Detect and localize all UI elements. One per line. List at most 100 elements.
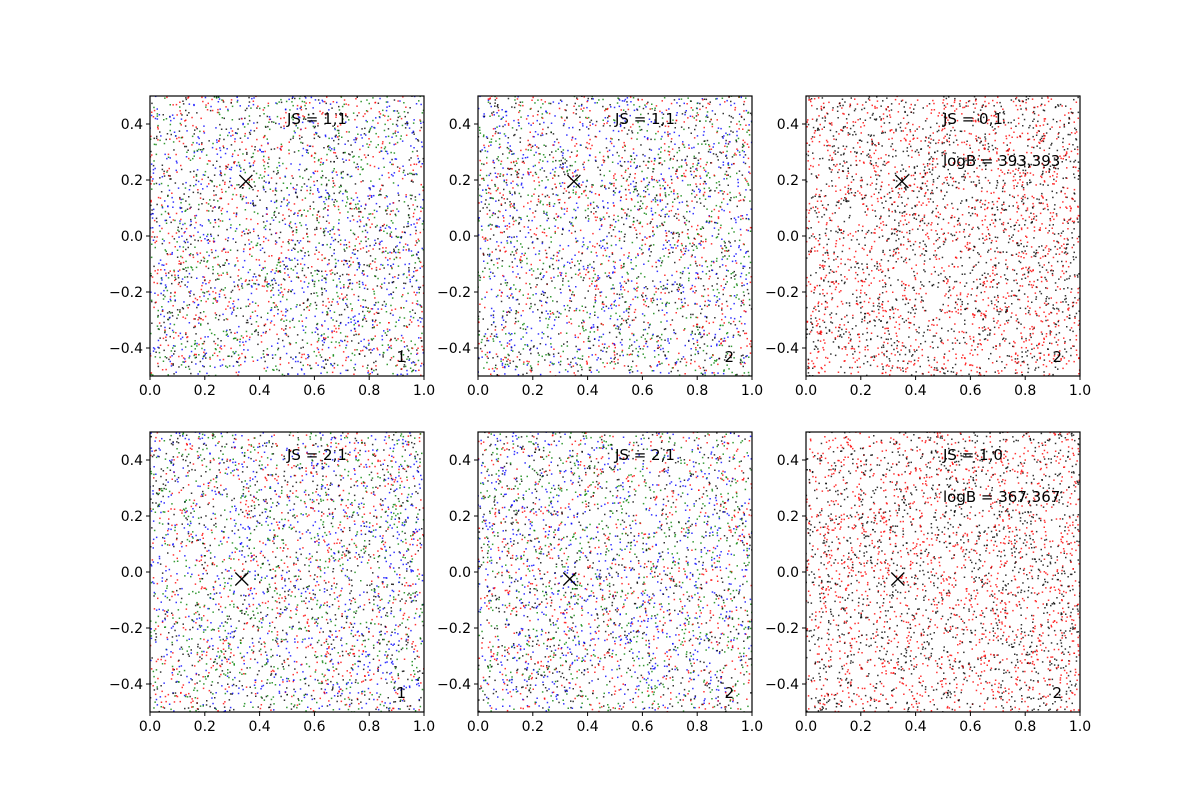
scatter-point [373,348,375,350]
scatter-point [418,291,420,294]
scatter-point [340,185,342,188]
scatter-point [366,347,368,350]
scatter-point [263,180,265,182]
scatter-point [340,96,343,98]
scatter-point [222,179,224,182]
scatter-point [266,353,268,356]
scatter-point [390,293,393,296]
scatter-point [487,184,489,187]
scatter-point [654,121,656,123]
scatter-point [151,276,154,278]
scatter-point [241,287,244,289]
scatter-point [421,112,424,114]
scatter-point [394,130,397,132]
scatter-point [213,237,215,240]
scatter-point [659,200,662,203]
scatter-point [336,284,338,286]
scatter-point [337,125,339,128]
scatter-point [299,209,302,212]
scatter-point [322,231,325,233]
scatter-point [320,157,323,160]
scatter-point [389,257,391,260]
scatter-point [706,208,708,210]
scatter-point [530,339,533,342]
scatter-point [292,186,294,189]
scatter-point [511,333,513,335]
scatter-point [349,203,351,205]
scatter-point [673,232,675,235]
scatter-point [355,98,357,100]
scatter-point [657,288,660,290]
scatter-point [152,208,155,211]
scatter-point [709,177,711,179]
scatter-point [203,365,205,368]
scatter-point [272,357,274,359]
scatter-point [388,105,391,107]
scatter-point [598,193,600,196]
scatter-point [315,362,317,364]
scatter-point [578,196,581,198]
scatter-point [539,202,541,204]
scatter-point [169,129,171,132]
scatter-point [604,117,607,119]
scatter-point [562,124,565,127]
scatter-point [513,246,516,248]
scatter-point [560,116,563,118]
scatter-point [164,295,166,298]
scatter-point [189,224,191,227]
scatter-point [250,107,252,109]
scatter-point [301,136,303,138]
scatter-point [396,119,399,122]
scatter-point [151,243,153,245]
scatter-point [377,277,379,280]
scatter-point [372,324,374,326]
scatter-point [715,301,718,303]
scatter-point [552,300,554,302]
scatter-point [421,163,423,165]
scatter-point [279,356,282,359]
scatter-point [373,209,376,212]
scatter-point [310,272,312,274]
scatter-point [406,369,408,372]
scatter-point [296,104,299,107]
scatter-point [198,322,200,324]
scatter-point [292,177,294,179]
scatter-point [386,195,388,198]
scatter-point [618,105,621,108]
x-tick-label: 0.6 [303,383,325,399]
scatter-point [200,240,203,242]
scatter-point [317,99,320,101]
scatter-point [368,144,371,146]
scatter-point [722,161,725,163]
scatter-point [155,143,157,146]
scatter-point [494,185,497,187]
scatter-point [422,157,424,160]
scatter-point [216,278,219,280]
scatter-point [379,322,381,324]
scatter-point [209,358,211,360]
scatter-point [398,200,400,202]
scatter-point [354,141,357,144]
scatter-point [379,226,382,229]
scatter-point [542,103,544,105]
scatter-point [367,344,370,346]
scatter-point [264,150,266,153]
scatter-point [324,257,327,259]
scatter-point [200,318,202,320]
scatter-point [306,342,309,344]
scatter-point [359,263,361,266]
scatter-point [705,120,707,122]
scatter-point [315,246,317,249]
scatter-point [332,298,334,301]
scatter-point [489,188,491,190]
scatter-point [366,121,368,123]
scatter-point [368,131,370,133]
scatter-point [314,125,316,128]
scatter-point [385,250,387,252]
scatter-point [636,109,639,111]
scatter-point [401,140,404,142]
scatter-point [305,168,308,171]
scatter-point [358,215,360,218]
scatter-point [365,224,368,227]
scatter-point [493,335,496,337]
